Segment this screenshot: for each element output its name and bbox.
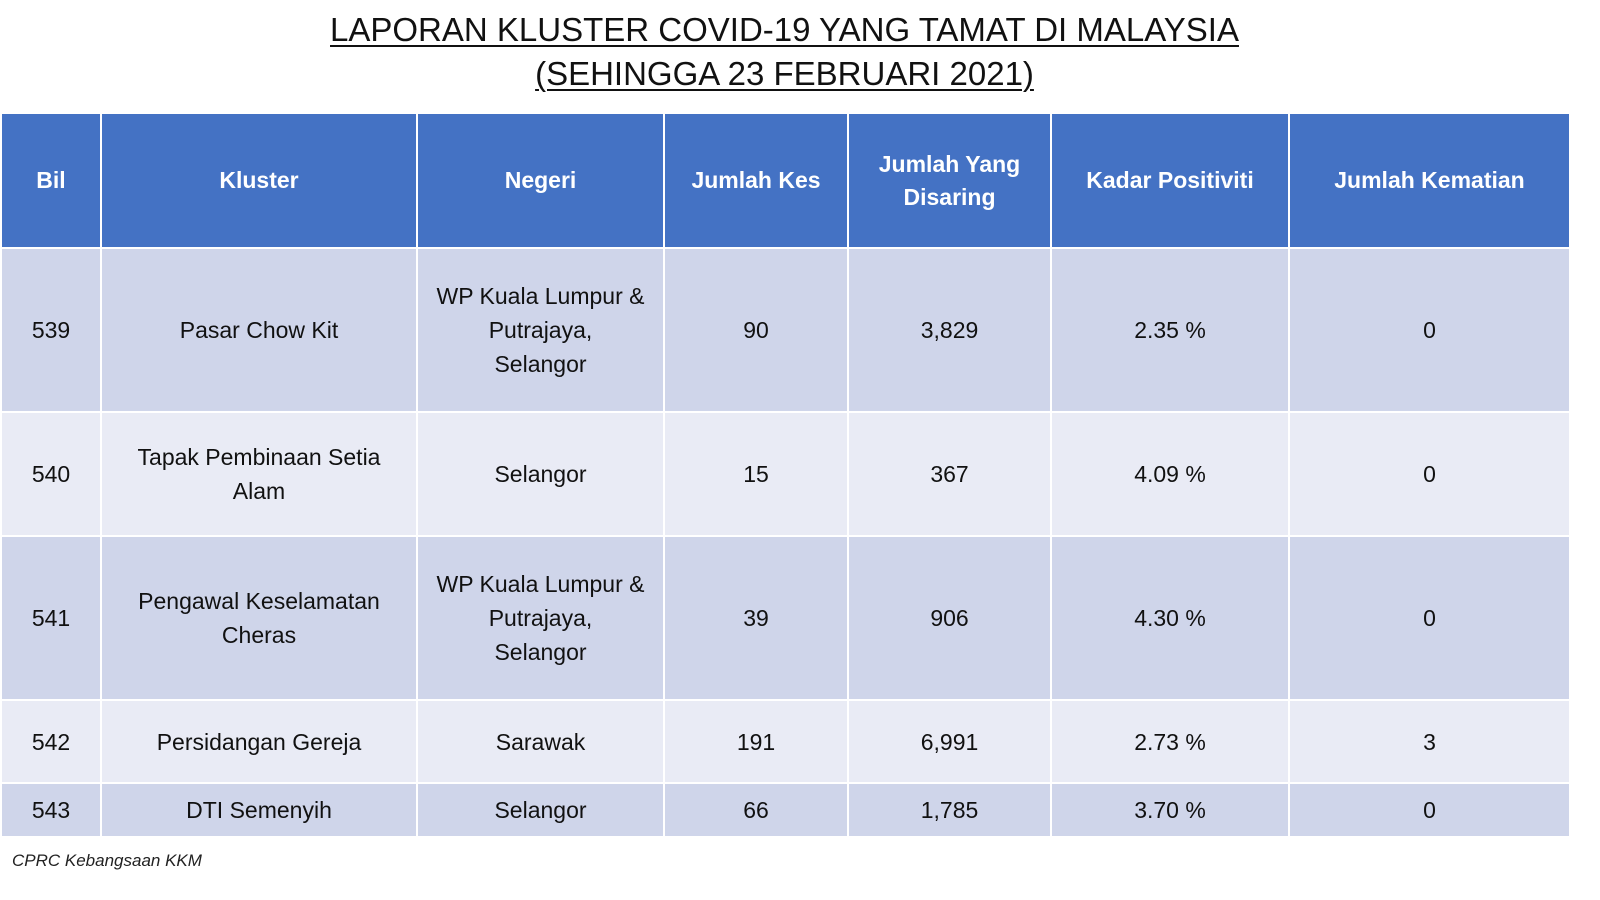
cell-bil: 539 (0, 247, 102, 413)
cell-kluster-line: Cheras (221, 622, 297, 648)
cell-kadar-positiviti: 2.73 % (1050, 699, 1290, 784)
cell-jumlah-disaring: 1,785 (847, 782, 1052, 838)
cell-jumlah-kematian: 0 (1288, 782, 1571, 838)
header-jumlah-kes: Jumlah Kes (663, 112, 849, 249)
cell-kluster-line: DTI Semenyih (186, 797, 332, 823)
header-jumlah-disaring-line2: Disaring (903, 183, 996, 210)
cell-negeri-line: Selangor (494, 461, 587, 487)
cell-kluster: DTI Semenyih (100, 782, 418, 838)
table-row: 541 Pengawal Keselamatan Cheras WP Kuala… (0, 535, 1571, 701)
cell-negeri: WP Kuala Lumpur & Putrajaya, Selangor (416, 535, 665, 701)
cell-kadar-positiviti: 3.70 % (1050, 782, 1290, 838)
cell-bil: 543 (0, 782, 102, 838)
cell-negeri-line: Selangor (494, 351, 587, 377)
cell-jumlah-kes: 191 (663, 699, 849, 784)
cell-negeri-line: Putrajaya, (488, 317, 593, 343)
cell-negeri-line: Putrajaya, (488, 605, 593, 631)
cell-negeri-line: Sarawak (495, 728, 586, 755)
cell-jumlah-kes: 66 (663, 782, 849, 838)
title-line-1: LAPORAN KLUSTER COVID-19 YANG TAMAT DI M… (330, 11, 1239, 48)
cell-negeri-line: WP Kuala Lumpur & (436, 571, 645, 597)
cell-jumlah-kematian: 0 (1288, 535, 1571, 701)
cluster-table: Bil Kluster Negeri Jumlah Kes Jumlah Yan… (0, 112, 1571, 838)
cell-kluster-line: Persidangan Gereja (156, 728, 362, 755)
cell-jumlah-kes: 90 (663, 247, 849, 413)
cell-kluster-line: Pengawal Keselamatan (138, 588, 380, 614)
cell-bil: 540 (0, 411, 102, 537)
cell-kluster-line: Tapak Pembinaan Setia (137, 444, 381, 470)
title-line-2: (SEHINGGA 23 FEBRUARI 2021) (535, 55, 1034, 92)
header-jumlah-kematian: Jumlah Kematian (1288, 112, 1571, 249)
table-row: 542 Persidangan Gereja Sarawak 191 6,991… (0, 699, 1571, 784)
header-jumlah-disaring-line1: Jumlah Yang (878, 150, 1021, 177)
cell-kluster-line: Pasar Chow Kit (179, 317, 339, 343)
cell-bil: 541 (0, 535, 102, 701)
cell-kluster-line: Alam (232, 478, 286, 504)
table-row: 540 Tapak Pembinaan Setia Alam Selangor … (0, 411, 1571, 537)
cell-bil: 542 (0, 699, 102, 784)
cell-kluster: Persidangan Gereja (100, 699, 418, 784)
cell-kluster: Tapak Pembinaan Setia Alam (100, 411, 418, 537)
table-row: 539 Pasar Chow Kit WP Kuala Lumpur & Put… (0, 247, 1571, 413)
header-negeri: Negeri (416, 112, 665, 249)
cell-negeri: WP Kuala Lumpur & Putrajaya, Selangor (416, 247, 665, 413)
cell-jumlah-kematian: 0 (1288, 247, 1571, 413)
cell-jumlah-kematian: 0 (1288, 411, 1571, 537)
cell-negeri-line: Selangor (494, 797, 587, 823)
source-footer: CPRC Kebangsaan KKM (12, 851, 202, 870)
cell-negeri: Sarawak (416, 699, 665, 784)
header-jumlah-disaring: Jumlah Yang Disaring (847, 112, 1052, 249)
header-bil: Bil (0, 112, 102, 249)
cell-jumlah-disaring: 367 (847, 411, 1052, 537)
cell-negeri-line: Selangor (494, 639, 587, 665)
report-title: LAPORAN KLUSTER COVID-19 YANG TAMAT DI M… (0, 8, 1569, 96)
table-row: 543 DTI Semenyih Selangor 66 1,785 3.70 … (0, 782, 1571, 838)
cell-jumlah-kes: 39 (663, 535, 849, 701)
cell-kadar-positiviti: 2.35 % (1050, 247, 1290, 413)
cell-jumlah-disaring: 6,991 (847, 699, 1052, 784)
cell-kadar-positiviti: 4.09 % (1050, 411, 1290, 537)
header-kadar-positiviti: Kadar Positiviti (1050, 112, 1290, 249)
cell-jumlah-disaring: 3,829 (847, 247, 1052, 413)
cell-negeri-line: WP Kuala Lumpur & (436, 283, 645, 309)
table-header-row: Bil Kluster Negeri Jumlah Kes Jumlah Yan… (0, 112, 1571, 249)
cell-kluster: Pasar Chow Kit (100, 247, 418, 413)
cell-negeri: Selangor (416, 782, 665, 838)
cell-jumlah-kematian: 3 (1288, 699, 1571, 784)
cell-jumlah-kes: 15 (663, 411, 849, 537)
cell-kluster: Pengawal Keselamatan Cheras (100, 535, 418, 701)
cell-kadar-positiviti: 4.30 % (1050, 535, 1290, 701)
cell-negeri: Selangor (416, 411, 665, 537)
header-kluster: Kluster (100, 112, 418, 249)
cell-jumlah-disaring: 906 (847, 535, 1052, 701)
